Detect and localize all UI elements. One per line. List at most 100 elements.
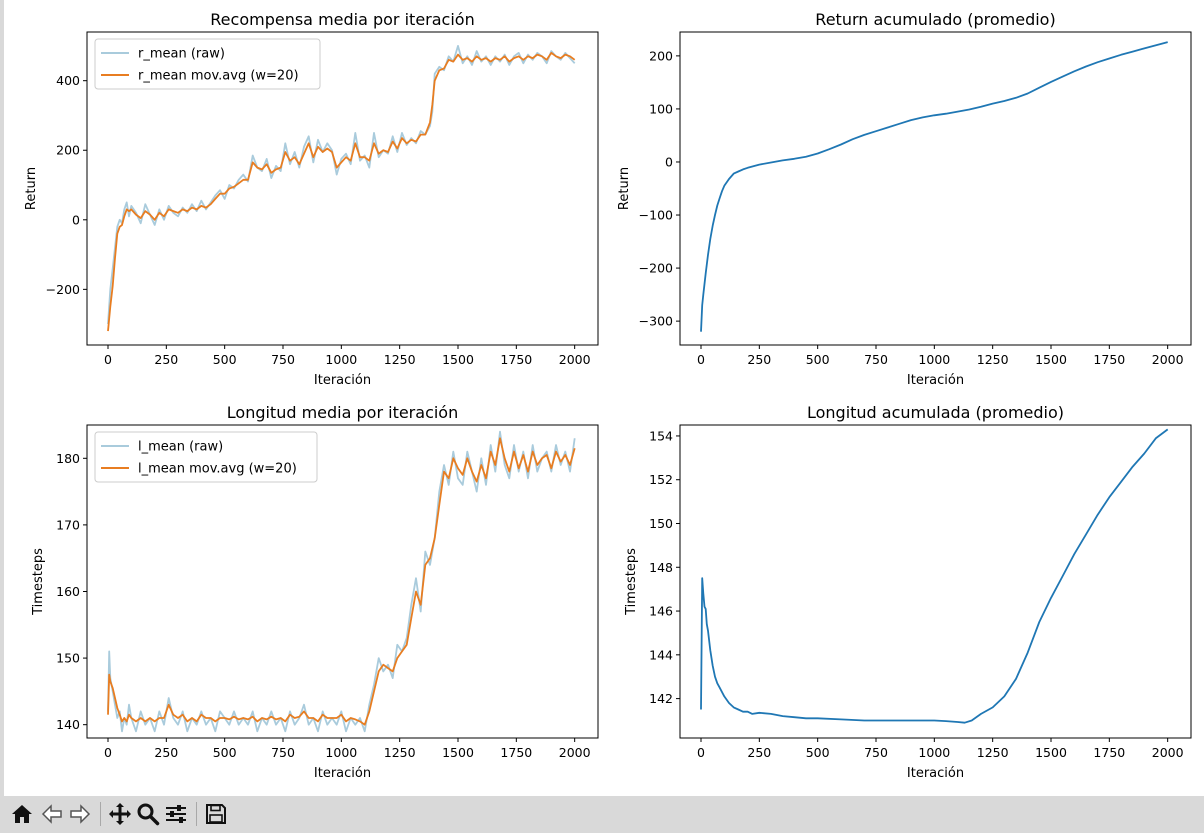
home-icon: [12, 805, 32, 823]
axes-frame: [679, 31, 1192, 346]
legend-entry: r_mean mov.avg (w=20): [138, 69, 299, 84]
configure-subplots-button[interactable]: [164, 802, 188, 826]
x-tick-label: 2000: [559, 745, 591, 760]
zoom-button[interactable]: [136, 802, 160, 826]
back-arrow-icon: [41, 804, 62, 824]
x-tick-label: 1500: [1035, 745, 1067, 760]
x-tick-label: 500: [213, 745, 237, 760]
figure-svg: Recompensa media por iteración 0 250 500 750…: [24, 10, 1192, 781]
x-tick-label: 1750: [1093, 745, 1125, 760]
legend-entry: r_mean (raw): [138, 47, 225, 62]
y-tick-label: 152: [649, 472, 673, 487]
x-tick-label: 1250: [384, 745, 416, 760]
x-axis-label: Iteración: [907, 766, 964, 781]
chart-title: Longitud acumulada (promedio): [807, 403, 1064, 422]
x-tick-label: 0: [697, 745, 705, 760]
y-tick-label: 154: [649, 428, 673, 443]
x-tick-label: 500: [806, 352, 830, 367]
save-button[interactable]: [204, 802, 228, 826]
y-tick-label: 160: [56, 584, 80, 599]
x-tick-label: 0: [697, 352, 705, 367]
save-icon: [206, 804, 226, 824]
x-tick-label: 1250: [977, 352, 1009, 367]
axes-frame: [86, 31, 599, 346]
forward-arrow-icon: [70, 804, 91, 824]
pan-button[interactable]: [108, 802, 132, 826]
y-tick-label: 180: [56, 451, 80, 466]
x-tick-label: 1000: [918, 352, 950, 367]
legend-entry: l_mean mov.avg (w=20): [138, 462, 297, 477]
chart-title: Longitud media por iteración: [227, 403, 458, 422]
y-tick-label: 0: [665, 154, 673, 169]
x-tick-label: 2000: [559, 352, 591, 367]
x-tick-label: 1000: [325, 352, 357, 367]
axes-frame: [86, 424, 599, 739]
x-axis-label: Iteración: [314, 373, 371, 388]
series-line-2: [107, 437, 576, 726]
y-tick-label: 148: [649, 560, 673, 575]
x-tick-label: 750: [271, 352, 295, 367]
x-tick-label: 500: [806, 745, 830, 760]
y-tick-label: 170: [56, 517, 80, 532]
x-tick-label: 1250: [384, 352, 416, 367]
toolbar-separator: [100, 802, 101, 826]
x-tick-label: 1500: [442, 745, 474, 760]
legend-box: [94, 431, 318, 483]
x-tick-label: 250: [154, 352, 178, 367]
x-tick-label: 750: [864, 745, 888, 760]
y-axis-label: Return: [24, 167, 39, 210]
y-tick-label: 400: [56, 73, 80, 88]
home-button[interactable]: [10, 802, 34, 826]
y-tick-label: 146: [649, 604, 673, 619]
series-line-1: [700, 41, 1168, 332]
legend-box: [94, 38, 321, 90]
x-tick-label: 250: [747, 352, 771, 367]
x-tick-label: 0: [104, 745, 112, 760]
forward-button[interactable]: [68, 802, 92, 826]
y-tick-label: −200: [639, 261, 673, 276]
subplot-1: Recompensa media por iteración 0 250 500 750…: [24, 10, 599, 388]
chart-title: Recompensa media por iteración: [210, 10, 474, 29]
y-tick-label: −200: [46, 282, 80, 297]
configure-subplots-icon: [166, 805, 186, 823]
x-tick-label: 250: [747, 745, 771, 760]
y-axis-label: Return: [617, 167, 632, 210]
y-axis-label: Timesteps: [624, 548, 639, 616]
navigation-toolbar: [4, 796, 1204, 833]
x-tick-label: 1500: [442, 352, 474, 367]
x-tick-label: 1750: [1093, 352, 1125, 367]
x-tick-label: 2000: [1152, 745, 1184, 760]
pan-icon: [109, 803, 131, 825]
x-tick-label: 250: [154, 745, 178, 760]
y-tick-label: −100: [639, 208, 673, 223]
y-tick-label: 144: [649, 647, 673, 662]
y-tick-label: −300: [639, 314, 673, 329]
legend-entry: l_mean (raw): [138, 440, 223, 455]
x-tick-label: 1500: [1035, 352, 1067, 367]
y-tick-label: 0: [72, 212, 80, 227]
back-button[interactable]: [40, 802, 64, 826]
x-tick-label: 2000: [1152, 352, 1184, 367]
y-tick-label: 150: [649, 516, 673, 531]
subplot-3: Longitud media por iteración 0 250 500 750 10…: [31, 403, 599, 781]
figure-canvas: Recompensa media por iteración 0 250 500 750…: [4, 0, 1204, 796]
x-tick-label: 1750: [500, 352, 532, 367]
x-tick-label: 1750: [500, 745, 532, 760]
chart-title: Return acumulado (promedio): [815, 10, 1055, 29]
y-tick-label: 142: [649, 691, 673, 706]
zoom-icon: [137, 803, 160, 826]
axes-frame: [679, 424, 1192, 739]
y-axis-label: Timesteps: [31, 548, 46, 616]
x-tick-label: 1000: [918, 745, 950, 760]
series-line-1: [700, 428, 1169, 724]
y-tick-label: 200: [56, 143, 80, 158]
x-tick-label: 500: [213, 352, 237, 367]
series-line-2: [107, 52, 576, 332]
y-tick-label: 150: [56, 651, 80, 666]
y-tick-label: 200: [649, 48, 673, 63]
x-tick-label: 750: [864, 352, 888, 367]
y-tick-label: 140: [56, 717, 80, 732]
x-tick-label: 750: [271, 745, 295, 760]
x-tick-label: 1250: [977, 745, 1009, 760]
